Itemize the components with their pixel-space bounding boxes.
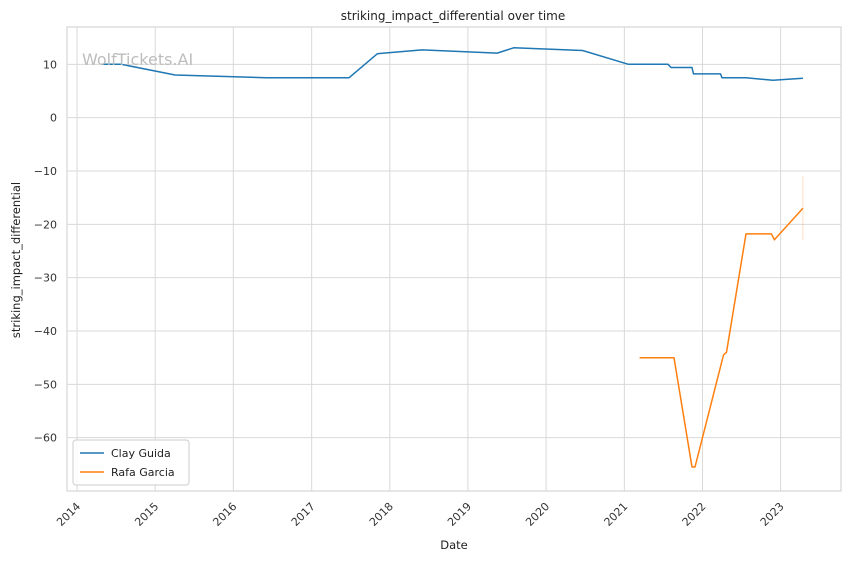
x-tick-label: 2015	[132, 500, 161, 529]
legend: Clay Guida Rafa Garcia	[72, 439, 190, 486]
y-tick-label: −50	[34, 378, 57, 391]
watermark: WolfTickets.AI	[82, 50, 193, 69]
x-tick-label: 2019	[445, 500, 474, 529]
series-lines	[101, 47, 804, 468]
y-axis-title: striking_impact_differential	[9, 182, 23, 338]
series-line-clay-guida	[101, 47, 803, 82]
x-tick-label: 2020	[523, 500, 552, 529]
y-tick-label: 0	[50, 112, 57, 125]
y-tick-label: −20	[34, 218, 57, 231]
y-tick-label: −40	[34, 325, 57, 338]
legend-box	[72, 439, 190, 486]
series-line-rafa-garcia	[639, 207, 804, 468]
x-tick-label: 2021	[602, 500, 631, 529]
x-tick-label: 2018	[367, 500, 396, 529]
y-tick-label: −10	[34, 165, 57, 178]
y-tick-label: −60	[34, 432, 57, 445]
plot-area	[66, 26, 842, 492]
x-tick-label: 2016	[210, 500, 239, 529]
x-tick-label: 2014	[54, 500, 83, 529]
y-tick-label: 10	[43, 58, 57, 71]
x-axis-title: Date	[440, 538, 468, 552]
x-tick-label: 2023	[758, 500, 787, 529]
legend-label: Clay Guida	[111, 447, 171, 460]
y-tick-label: −30	[34, 272, 57, 285]
x-tick-label: 2022	[680, 500, 709, 529]
x-tick-label: 2017	[289, 500, 318, 529]
grid-lines	[67, 27, 841, 491]
chart-title: striking_impact_differential over time	[341, 9, 566, 23]
legend-label: Rafa Garcia	[111, 466, 175, 479]
